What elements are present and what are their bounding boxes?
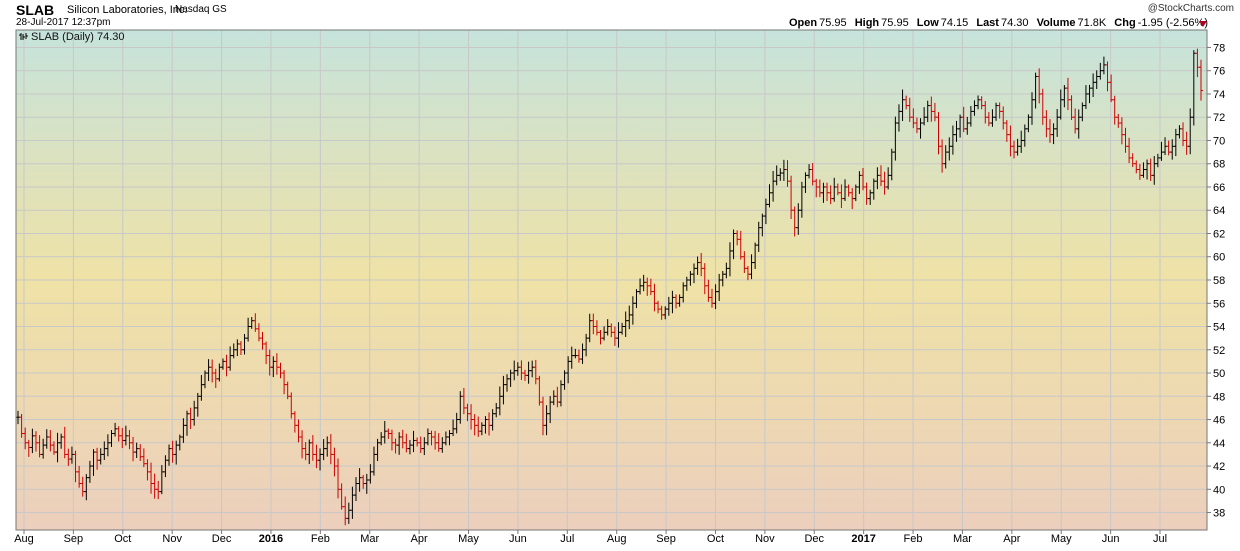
open-label: Open [788,17,818,29]
y-tick-label: 50 [1213,368,1225,380]
x-tick-label: 2017 [851,533,875,545]
x-tick-label: Feb [311,533,330,545]
y-tick-label: 54 [1213,322,1225,334]
chg-label: Chg [1114,17,1136,29]
x-tick-label: Mar [360,533,379,545]
y-tick-label: 76 [1213,66,1225,78]
y-tick-label: 64 [1213,205,1225,217]
x-tick-label: Dec [804,533,824,545]
quote-datetime: 28-Jul-2017 12:37pm [16,17,111,28]
x-tick-label: Jul [1153,533,1167,545]
legend-label: SLAB (Daily) 74.30 [31,31,125,43]
x-tick-label: Oct [707,533,724,545]
company-name: Silicon Laboratories, Inc. [67,4,188,16]
price-bars [16,48,1203,526]
low-value: 74.15 [940,17,969,29]
down-arrow-icon [1199,21,1207,27]
x-tick-label: Feb [904,533,923,545]
y-tick-label: 62 [1213,228,1225,240]
y-tick-label: 70 [1213,135,1225,147]
x-tick-label: Apr [1003,533,1020,545]
y-tick-label: 66 [1213,182,1225,194]
ohlc-bar-icon [19,33,28,40]
x-tick-label: Aug [14,533,34,545]
x-tick-label: Jun [1102,533,1120,545]
y-tick-label: 58 [1213,275,1225,287]
x-tick-label: Oct [114,533,131,545]
x-tick-label: Jun [509,533,527,545]
last-value: 74.30 [1000,17,1029,29]
y-tick-label: 40 [1213,484,1225,496]
y-axis: 38 40 42 44 46 48 50 52 54 56 58 60 62 64 66 68 70 72 74 76… [1207,42,1225,520]
stockcharts-credit[interactable]: @StockCharts.com [1147,3,1234,14]
y-tick-label: 72 [1213,112,1225,124]
y-tick-label: 74 [1213,89,1225,101]
x-tick-label: May [1051,533,1072,545]
y-tick-label: 38 [1213,508,1225,520]
quote-summary: Open 75.95 High 75.95 Low 74.15 Last 74.30 V… [784,17,1208,29]
y-tick-label: 42 [1213,461,1225,473]
price-bar [1199,59,1203,101]
low-label: Low [916,17,939,29]
ticker-symbol: SLAB [16,2,55,18]
volume-value: 71.8K [1077,17,1107,29]
y-tick-label: 46 [1213,415,1225,427]
chg-value: -1.95 (-2.56%) [1137,17,1208,29]
x-tick-label: Apr [411,533,428,545]
x-tick-label: 2016 [259,533,283,545]
open-value: 75.95 [819,17,847,29]
x-tick-label: Nov [162,533,182,545]
x-tick-label: Aug [607,533,627,545]
x-tick-label: Mar [953,533,972,545]
volume-label: Volume [1036,17,1076,29]
y-tick-label: 52 [1213,345,1225,357]
y-tick-label: 78 [1213,42,1225,54]
x-axis: Aug Sep Oct Nov Dec 2016 Feb Mar Apr May Jun Jul Aug… [14,530,1167,545]
chart-legend: SLAB (Daily) 74.30 [19,31,125,43]
last-label: Last [976,17,999,29]
y-tick-label: 44 [1213,438,1225,450]
x-tick-label: Sep [64,533,84,545]
x-tick-label: May [458,533,479,545]
y-tick-label: 56 [1213,298,1225,310]
x-tick-label: Dec [212,533,232,545]
y-tick-label: 60 [1213,252,1225,264]
exchange-name: Nasdaq GS [175,4,227,15]
grid [16,30,1207,530]
y-tick-label: 48 [1213,391,1225,403]
x-tick-label: Jul [560,533,574,545]
x-tick-label: Nov [755,533,775,545]
high-label: High [854,17,880,29]
x-tick-label: Sep [656,533,676,545]
high-value: 75.95 [881,17,909,29]
y-tick-label: 68 [1213,159,1225,171]
